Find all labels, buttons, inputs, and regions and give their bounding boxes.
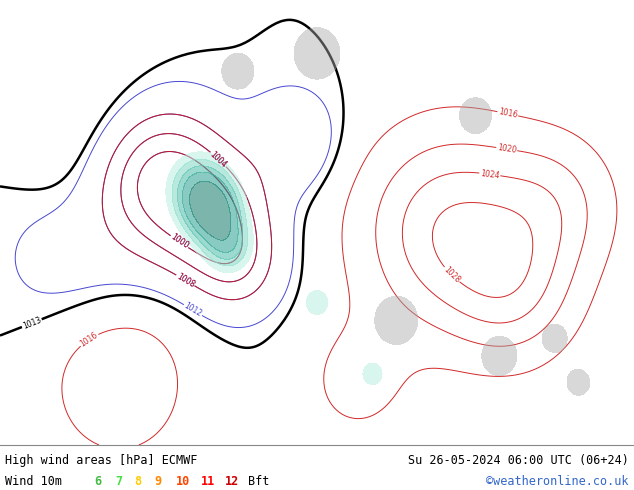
Text: Bft: Bft [248, 475, 269, 489]
Text: 6: 6 [94, 475, 101, 489]
Text: 1008: 1008 [175, 271, 196, 289]
Text: High wind areas [hPa] ECMWF: High wind areas [hPa] ECMWF [5, 454, 197, 467]
Text: 9: 9 [155, 475, 162, 489]
Text: 1024: 1024 [480, 169, 500, 180]
Text: 12: 12 [224, 475, 238, 489]
Text: 1012: 1012 [183, 301, 204, 319]
Text: 1028: 1028 [442, 265, 462, 285]
Text: 7: 7 [115, 475, 122, 489]
Text: ©weatheronline.co.uk: ©weatheronline.co.uk [486, 475, 629, 489]
Text: 1000: 1000 [169, 233, 190, 251]
Text: 10: 10 [176, 475, 190, 489]
Text: Wind 10m: Wind 10m [5, 475, 62, 489]
Text: 1016: 1016 [498, 107, 518, 120]
Text: 1008: 1008 [175, 271, 196, 289]
Text: 1004: 1004 [208, 149, 229, 169]
Text: 1004: 1004 [208, 149, 229, 169]
Text: 1000: 1000 [169, 233, 190, 251]
Text: 1013: 1013 [21, 316, 42, 331]
Text: 8: 8 [134, 475, 141, 489]
Text: 1020: 1020 [496, 143, 517, 155]
Text: Su 26-05-2024 06:00 UTC (06+24): Su 26-05-2024 06:00 UTC (06+24) [408, 454, 629, 467]
Text: 1016: 1016 [79, 331, 100, 349]
Text: 11: 11 [201, 475, 215, 489]
